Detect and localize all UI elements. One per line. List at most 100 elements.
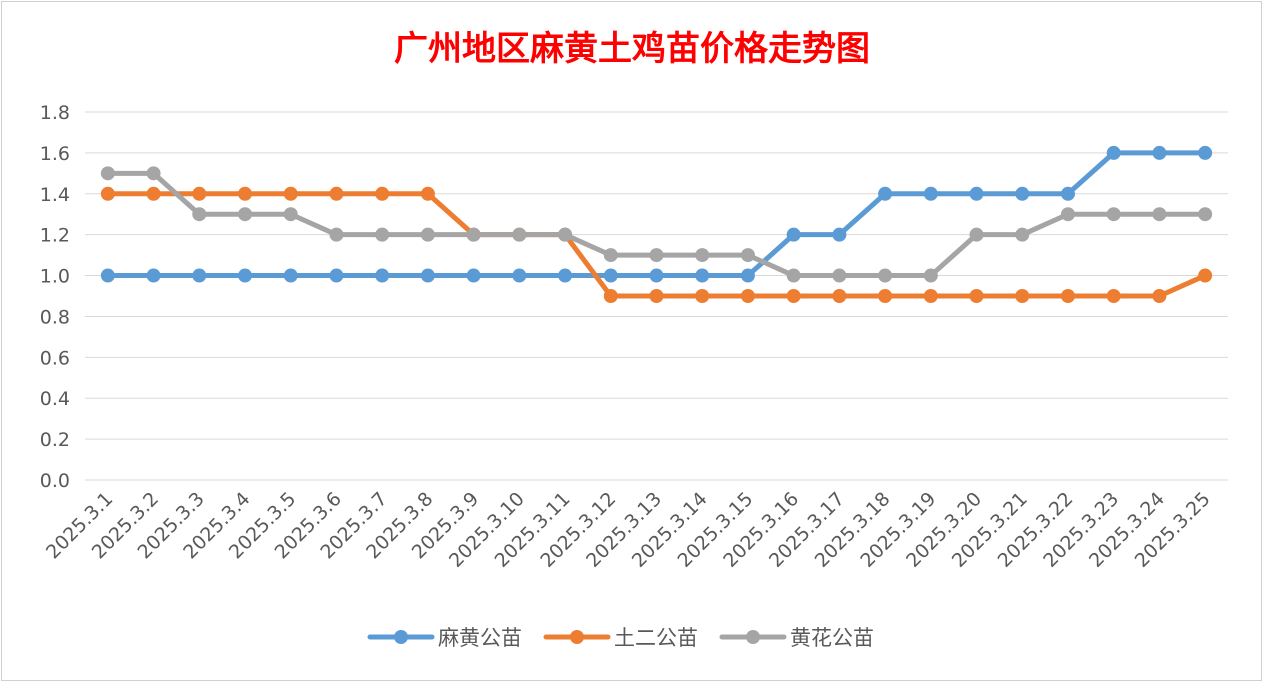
data-point	[1060, 207, 1075, 222]
data-point	[923, 186, 938, 201]
data-point	[1106, 207, 1121, 222]
data-point	[375, 268, 390, 283]
data-point	[283, 207, 298, 222]
y-tick-label: 0.0	[40, 470, 70, 492]
data-point	[100, 186, 115, 201]
data-point	[786, 227, 801, 242]
y-tick-label: 1.4	[40, 184, 70, 206]
legend-label: 麻黄公苗	[438, 626, 522, 650]
y-axis-ticks: 0.0 0.2 0.4 0.6 0.8 1.0 1.2 1.4 1.6 1.8	[40, 102, 70, 492]
legend-label: 土二公苗	[614, 626, 698, 650]
y-tick-label: 0.4	[40, 388, 70, 410]
legend-swatch-marker	[570, 630, 584, 644]
data-point	[969, 227, 984, 242]
data-point	[740, 248, 755, 263]
data-point	[1106, 289, 1121, 303]
x-axis-ticks: 2025.3.12025.3.22025.3.32025.3.42025.3.5…	[42, 488, 1215, 572]
data-point	[1198, 207, 1213, 222]
data-point	[649, 248, 664, 263]
data-point	[146, 268, 161, 283]
data-point	[740, 268, 755, 283]
data-point	[283, 186, 298, 201]
data-point	[1060, 186, 1075, 201]
series-lines	[100, 145, 1213, 303]
y-tick-label: 1.0	[40, 266, 70, 288]
data-point	[329, 186, 344, 201]
data-point	[878, 289, 893, 303]
legend-swatch-marker	[394, 630, 408, 644]
data-point	[786, 289, 801, 303]
data-point	[923, 289, 938, 303]
data-point	[878, 186, 893, 201]
data-point	[649, 268, 664, 283]
data-point	[420, 227, 435, 242]
data-point	[512, 227, 527, 242]
data-point	[238, 207, 253, 222]
data-point	[695, 268, 710, 283]
data-point	[832, 227, 847, 242]
data-point	[192, 186, 207, 201]
data-point	[1015, 227, 1030, 242]
y-tick-label: 0.2	[40, 429, 70, 451]
legend-item: 黄花公苗	[719, 626, 874, 650]
data-point	[695, 248, 710, 263]
data-point	[1152, 289, 1167, 303]
data-point	[283, 268, 298, 283]
data-point	[786, 268, 801, 283]
data-point	[420, 268, 435, 283]
data-point	[1152, 145, 1167, 160]
y-tick-label: 0.8	[40, 306, 70, 328]
data-point	[420, 186, 435, 201]
data-point	[969, 186, 984, 201]
data-point	[192, 207, 207, 222]
data-point	[238, 268, 253, 283]
data-point	[558, 227, 573, 242]
data-point	[512, 268, 527, 283]
data-point	[238, 186, 253, 201]
legend-item: 土二公苗	[543, 626, 698, 650]
data-point	[100, 166, 115, 181]
data-point	[603, 268, 618, 283]
data-point	[1015, 289, 1030, 303]
data-point	[1198, 145, 1213, 160]
data-point	[329, 227, 344, 242]
legend-item: 麻黄公苗	[367, 626, 522, 650]
data-point	[832, 289, 847, 303]
data-point	[1060, 289, 1075, 303]
y-tick-label: 1.2	[40, 225, 70, 247]
series-1	[100, 145, 1213, 283]
data-point	[146, 166, 161, 181]
y-tick-label: 1.6	[40, 143, 70, 165]
data-point	[558, 268, 573, 283]
data-point	[1198, 268, 1213, 283]
data-point	[969, 289, 984, 303]
data-point	[878, 268, 893, 283]
data-point	[740, 289, 755, 303]
data-point	[192, 268, 207, 283]
data-point	[603, 289, 618, 303]
data-point	[466, 268, 481, 283]
data-point	[1152, 207, 1167, 222]
data-point	[1106, 145, 1121, 160]
data-point	[832, 268, 847, 283]
data-point	[923, 268, 938, 283]
data-point	[100, 268, 115, 283]
legend-swatch-marker	[746, 630, 760, 644]
data-point	[375, 186, 390, 201]
chart-title: 广州地区麻黄土鸡苗价格走势图	[394, 29, 870, 69]
series-3	[100, 166, 1213, 283]
y-tick-label: 1.8	[40, 102, 70, 124]
data-point	[466, 227, 481, 242]
data-point	[375, 227, 390, 242]
data-point	[146, 186, 161, 201]
data-point	[695, 289, 710, 303]
y-tick-label: 0.6	[40, 347, 70, 369]
legend-label: 黄花公苗	[790, 626, 874, 650]
gridlines	[85, 111, 1228, 481]
legend: 麻黄公苗 土二公苗 黄花公苗	[367, 626, 874, 650]
data-point	[603, 248, 618, 263]
data-point	[649, 289, 664, 303]
